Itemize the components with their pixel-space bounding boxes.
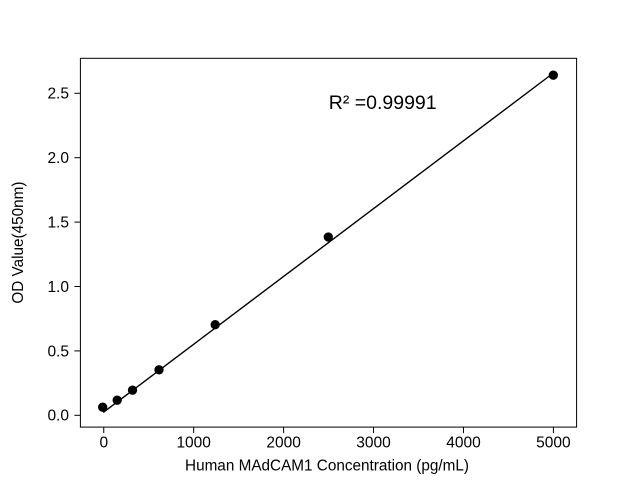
svg-text:0.0: 0.0 (47, 408, 69, 425)
svg-text:1.5: 1.5 (47, 215, 69, 232)
svg-text:2.5: 2.5 (47, 86, 69, 103)
svg-text:1.0: 1.0 (47, 279, 69, 296)
svg-text:1000: 1000 (176, 435, 211, 452)
svg-text:2.0: 2.0 (47, 150, 69, 167)
svg-text:0.5: 0.5 (47, 343, 69, 360)
svg-text:0: 0 (99, 435, 108, 452)
svg-text:OD Value(450nm): OD Value(450nm) (10, 182, 27, 304)
svg-text:2000: 2000 (266, 435, 301, 452)
svg-text:R² =0.99991: R² =0.99991 (329, 92, 437, 114)
svg-text:5000: 5000 (536, 435, 571, 452)
svg-text:3000: 3000 (356, 435, 391, 452)
svg-text:4000: 4000 (446, 435, 481, 452)
svg-text:Human MAdCAM1 Concentration (p: Human MAdCAM1 Concentration (pg/mL) (185, 458, 469, 475)
